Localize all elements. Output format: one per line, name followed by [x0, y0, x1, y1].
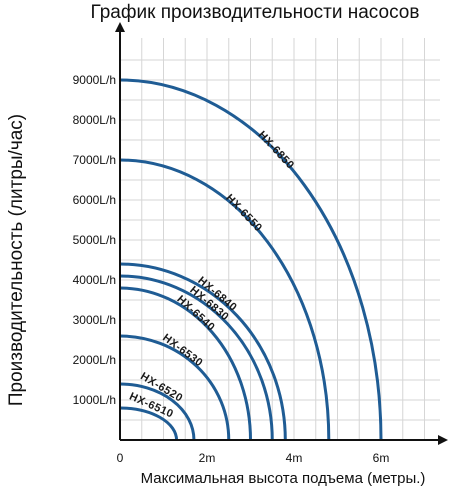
curve-hx-6540: [119, 286, 252, 441]
y-tick-label: 5000L/h: [73, 233, 116, 247]
x-tick-label: 6m: [373, 451, 390, 465]
y-tick-label: 1000L/h: [73, 393, 116, 407]
y-tick-label: 8000L/h: [73, 113, 116, 127]
y-tick-labels: 1000L/h 2000L/h 3000L/h 4000L/h 5000L/h 6000L…: [73, 73, 116, 407]
x-tick-labels: 0 2m 4m 6m: [117, 451, 390, 465]
x-tick-label: 2m: [199, 451, 216, 465]
y-tick-label: 3000L/h: [73, 313, 116, 327]
curve-label-hx-6550: HX-6550: [223, 192, 264, 234]
curve-hx-6850: [119, 78, 383, 441]
y-tick-label: 2000L/h: [73, 353, 116, 367]
curve-label-hx-6530: HX-6530: [160, 332, 205, 370]
curve-hx-6520: [119, 382, 196, 441]
curve-hx-6840: [119, 262, 287, 441]
x-tick-label: 4m: [286, 451, 303, 465]
y-tick-label: 7000L/h: [73, 153, 116, 167]
curve-hx-6550: [119, 158, 331, 441]
curve-label-hx-6850: HX-6850: [256, 129, 297, 172]
y-tick-label: 6000L/h: [73, 193, 116, 207]
y-axis-label: Производительность (литры/час): [6, 114, 27, 406]
curve-labels: HX-6510HX-6520HX-6530HX-6540HX-6830HX-68…: [127, 129, 296, 420]
x-axis-label: Максимальная высота подъема (метры.): [141, 470, 426, 487]
curve-hx-6830: [119, 274, 274, 441]
curve-hx-6510: [119, 406, 179, 441]
y-tick-label: 4000L/h: [73, 273, 116, 287]
x-tick-label: 0: [117, 451, 124, 465]
chart-title: График производительности насосов: [91, 2, 420, 23]
grid: [120, 38, 440, 440]
curve-hx-6530: [119, 334, 231, 441]
curves: [119, 78, 383, 441]
y-tick-label: 9000L/h: [73, 73, 116, 87]
